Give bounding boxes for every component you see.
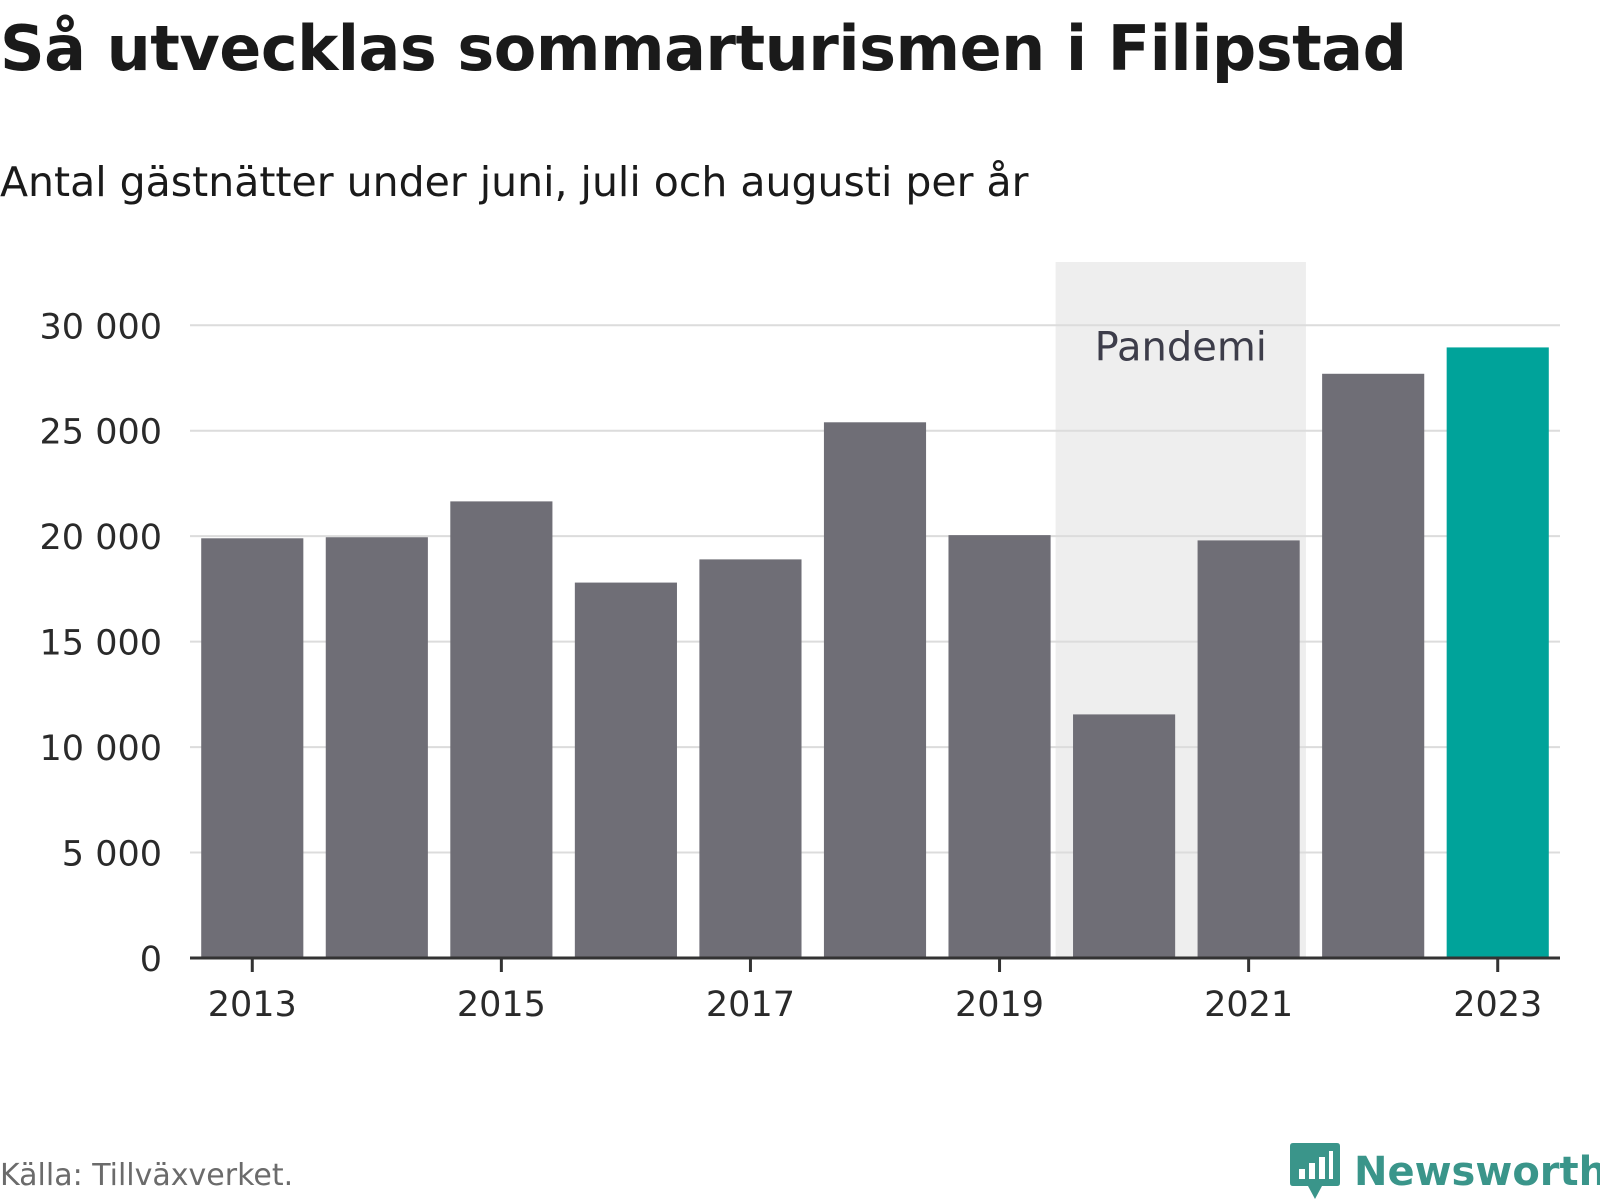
x-tick-label: 2019 xyxy=(955,985,1044,1025)
newsworthy-logo-icon xyxy=(1290,1143,1340,1199)
bar-2018 xyxy=(823,422,927,959)
y-tick-label: 10 000 xyxy=(40,729,162,769)
bar-2023 xyxy=(1446,347,1549,958)
bar-2016 xyxy=(574,582,677,958)
bar-2022 xyxy=(1322,373,1425,958)
bar-2015 xyxy=(450,501,553,958)
x-tick-label: 2015 xyxy=(457,985,546,1025)
x-tick-label: 2021 xyxy=(1204,985,1293,1025)
source-note: Källa: Tillväxverket. xyxy=(0,1158,294,1193)
bar-chart: Pandemi 0 5 000 10 000 15 000 20 000 25 000 30 … xyxy=(40,262,1560,1025)
y-tick-label: 20 000 xyxy=(40,518,162,558)
y-tick-label: 15 000 xyxy=(40,624,162,664)
y-tick-label: 5 000 xyxy=(62,835,162,875)
y-tick-label: 25 000 xyxy=(40,413,162,453)
bar-2014 xyxy=(325,537,428,958)
x-tick-label: 2023 xyxy=(1453,985,1542,1025)
y-tick-label: 30 000 xyxy=(40,307,162,347)
bar-2021 xyxy=(1197,540,1300,958)
bar-2013 xyxy=(201,538,304,958)
bar-2017 xyxy=(699,559,802,958)
y-tick-label: 0 xyxy=(140,940,162,980)
chart-title: Så utvecklas sommarturismen i Filipstad xyxy=(0,12,1407,85)
bar-2020 xyxy=(1073,714,1176,958)
bar-2019 xyxy=(948,535,1051,958)
chart-subtitle: Antal gästnätter under juni, juli och au… xyxy=(0,158,1029,206)
x-tick-label: 2013 xyxy=(208,985,297,1025)
x-tick-label: 2017 xyxy=(706,985,795,1025)
newsworthy-logo: Newsworthy xyxy=(1290,1142,1600,1202)
brand-name: Newsworthy xyxy=(1354,1149,1600,1195)
pandemic-label: Pandemi xyxy=(1095,324,1267,370)
